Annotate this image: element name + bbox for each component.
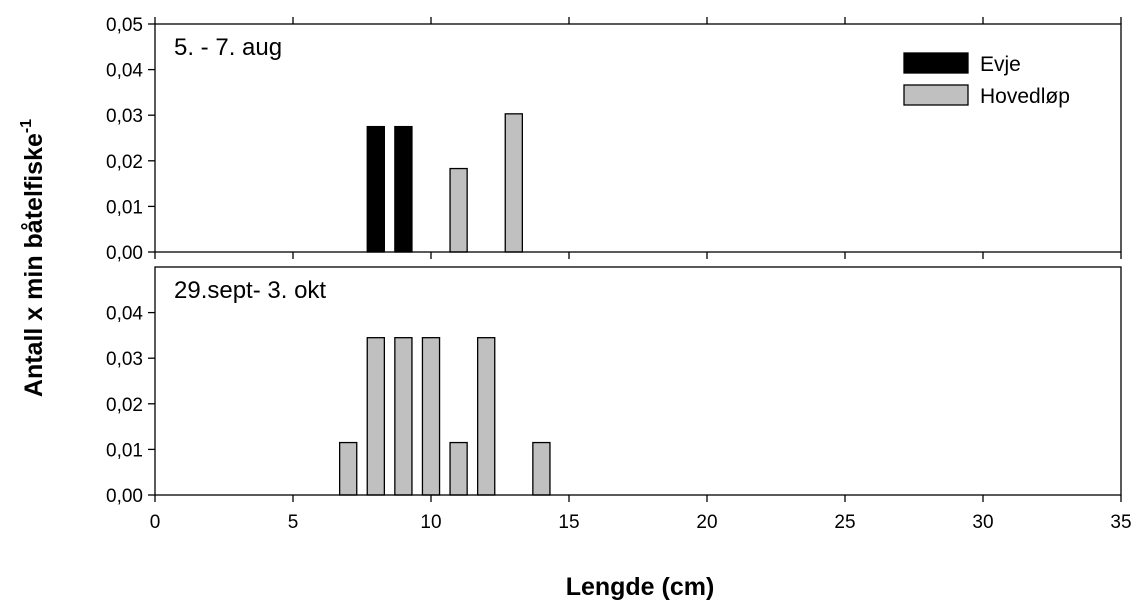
- panel-frame: [154, 23, 1122, 253]
- x-tick-label: 30: [972, 512, 993, 533]
- panel-label: 5. - 7. aug: [174, 34, 282, 61]
- x-tick-label: 10: [420, 512, 441, 533]
- y-tick-label: 0,00: [106, 243, 143, 264]
- panel-label: 29.sept- 3. okt: [174, 277, 326, 304]
- x-axis-title: Lengde (cm): [566, 573, 715, 601]
- y-tick-label: 0,03: [106, 106, 143, 127]
- y-tick-label: 0,03: [106, 349, 143, 370]
- x-tick-label: 15: [558, 512, 579, 533]
- bar-hovedl-p-13: [504, 113, 524, 253]
- panel-frame: [154, 266, 1122, 496]
- x-tick-label: 5: [288, 512, 299, 533]
- bar-hovedl-p-10: [421, 337, 441, 496]
- bar-hovedl-p-12: [476, 337, 496, 496]
- legend-swatch: [903, 84, 969, 106]
- legend-swatch: [903, 52, 969, 74]
- y-tick-label: 0,05: [106, 15, 143, 36]
- y-tick-label: 0,04: [106, 61, 143, 82]
- y-tick-label: 0,01: [106, 440, 143, 461]
- bar-hovedl-p-11: [449, 167, 468, 253]
- bar-evje-8: [366, 125, 386, 253]
- legend: Evje Hovedløp: [903, 52, 1070, 108]
- panel-1: 0,00 0,01 0,02 0,03 0,04 0,05 5. - 7. aug: [106, 15, 1122, 264]
- y-tick-label: 0,00: [106, 486, 143, 507]
- y-tick-label: 0,01: [106, 197, 143, 218]
- x-tick-label: 25: [834, 512, 855, 533]
- x-tick-label: 35: [1110, 512, 1131, 533]
- y-axis-title: Antall x min båtelfiske-1: [18, 119, 48, 397]
- bar-hovedl-p-11: [449, 441, 468, 496]
- bar-evje-9: [394, 125, 413, 253]
- legend-label: Hovedløp: [980, 85, 1070, 108]
- x-tick-label: 20: [696, 512, 717, 533]
- y-tick-label: 0,04: [106, 304, 143, 325]
- panel-2: 0,00 0,01 0,02 0,03 0,04 29.sept- 3. okt: [106, 266, 1122, 507]
- bar-hovedl-p-9: [394, 337, 413, 496]
- legend-label: Evje: [980, 53, 1021, 76]
- y-tick-label: 0,02: [106, 152, 143, 173]
- bar-hovedl-p-14: [532, 441, 551, 496]
- bar-hovedl-p-7: [338, 441, 358, 496]
- bar-hovedl-p-8: [366, 337, 386, 496]
- y-tick-label: 0,02: [106, 395, 143, 416]
- x-tick-label: 0: [150, 512, 161, 533]
